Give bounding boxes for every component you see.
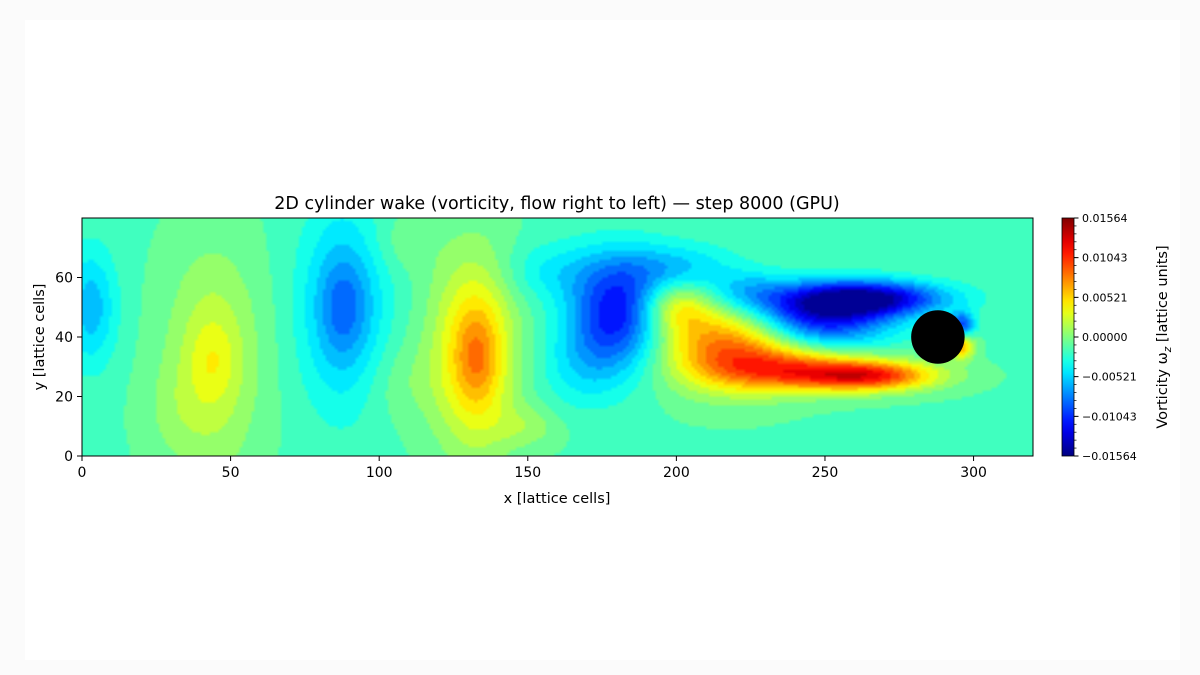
colorbar: 0.01564 0.01043 0.00521 0.00000 −0.00521 −0.0… xyxy=(1061,212,1174,463)
colorbar-label-subscript: z xyxy=(1162,346,1174,353)
y-tick-label: 0 xyxy=(64,449,73,465)
y-axis-label: y [lattice cells] xyxy=(32,284,48,391)
figure: 2D cylinder wake (vorticity, flow right … xyxy=(25,20,1180,660)
colorbar-label-prefix: Vorticity ω xyxy=(1155,352,1171,428)
colorbar-tick-label: 0.00521 xyxy=(1082,291,1128,304)
x-tick-label: 100 xyxy=(366,465,393,481)
x-tick-label: 250 xyxy=(812,465,839,481)
colorbar-tick-label: −0.00521 xyxy=(1082,371,1137,384)
colorbar-label-suffix: [lattice units] xyxy=(1155,245,1171,346)
y-axis: 0 20 40 60 xyxy=(55,271,82,465)
x-tick-label: 200 xyxy=(663,465,690,481)
colorbar-tick-label: −0.01043 xyxy=(1082,410,1137,423)
vorticity-chart: 2D cylinder wake (vorticity, flow right … xyxy=(32,194,1174,507)
x-tick-label: 300 xyxy=(960,465,987,481)
y-tick-label: 40 xyxy=(55,330,73,346)
vorticity-field xyxy=(82,218,1033,456)
x-tick-label: 0 xyxy=(78,465,87,481)
plot-area xyxy=(81,217,1034,457)
x-tick-label: 50 xyxy=(222,465,240,481)
y-tick-label: 20 xyxy=(55,390,73,406)
colorbar-gradient xyxy=(1061,217,1075,457)
colorbar-tick-label: 0.01564 xyxy=(1082,212,1128,225)
colorbar-tick-label: 0.01043 xyxy=(1082,252,1128,265)
cylinder-obstacle xyxy=(911,310,965,364)
x-tick-label: 150 xyxy=(514,465,541,481)
y-tick-label: 60 xyxy=(55,271,73,287)
colorbar-tick-label: −0.01564 xyxy=(1082,450,1137,463)
colorbar-label: Vorticity ωz [lattice units] xyxy=(1155,245,1174,428)
colorbar-tick-label: 0.00000 xyxy=(1082,331,1128,344)
x-axis-label: x [lattice cells] xyxy=(504,491,611,507)
x-axis: 0 50 100 150 200 250 300 xyxy=(78,456,987,481)
colorbar-ticks: 0.01564 0.01043 0.00521 0.00000 −0.00521 −0.0… xyxy=(1074,212,1137,463)
chart-title: 2D cylinder wake (vorticity, flow right … xyxy=(274,194,839,214)
